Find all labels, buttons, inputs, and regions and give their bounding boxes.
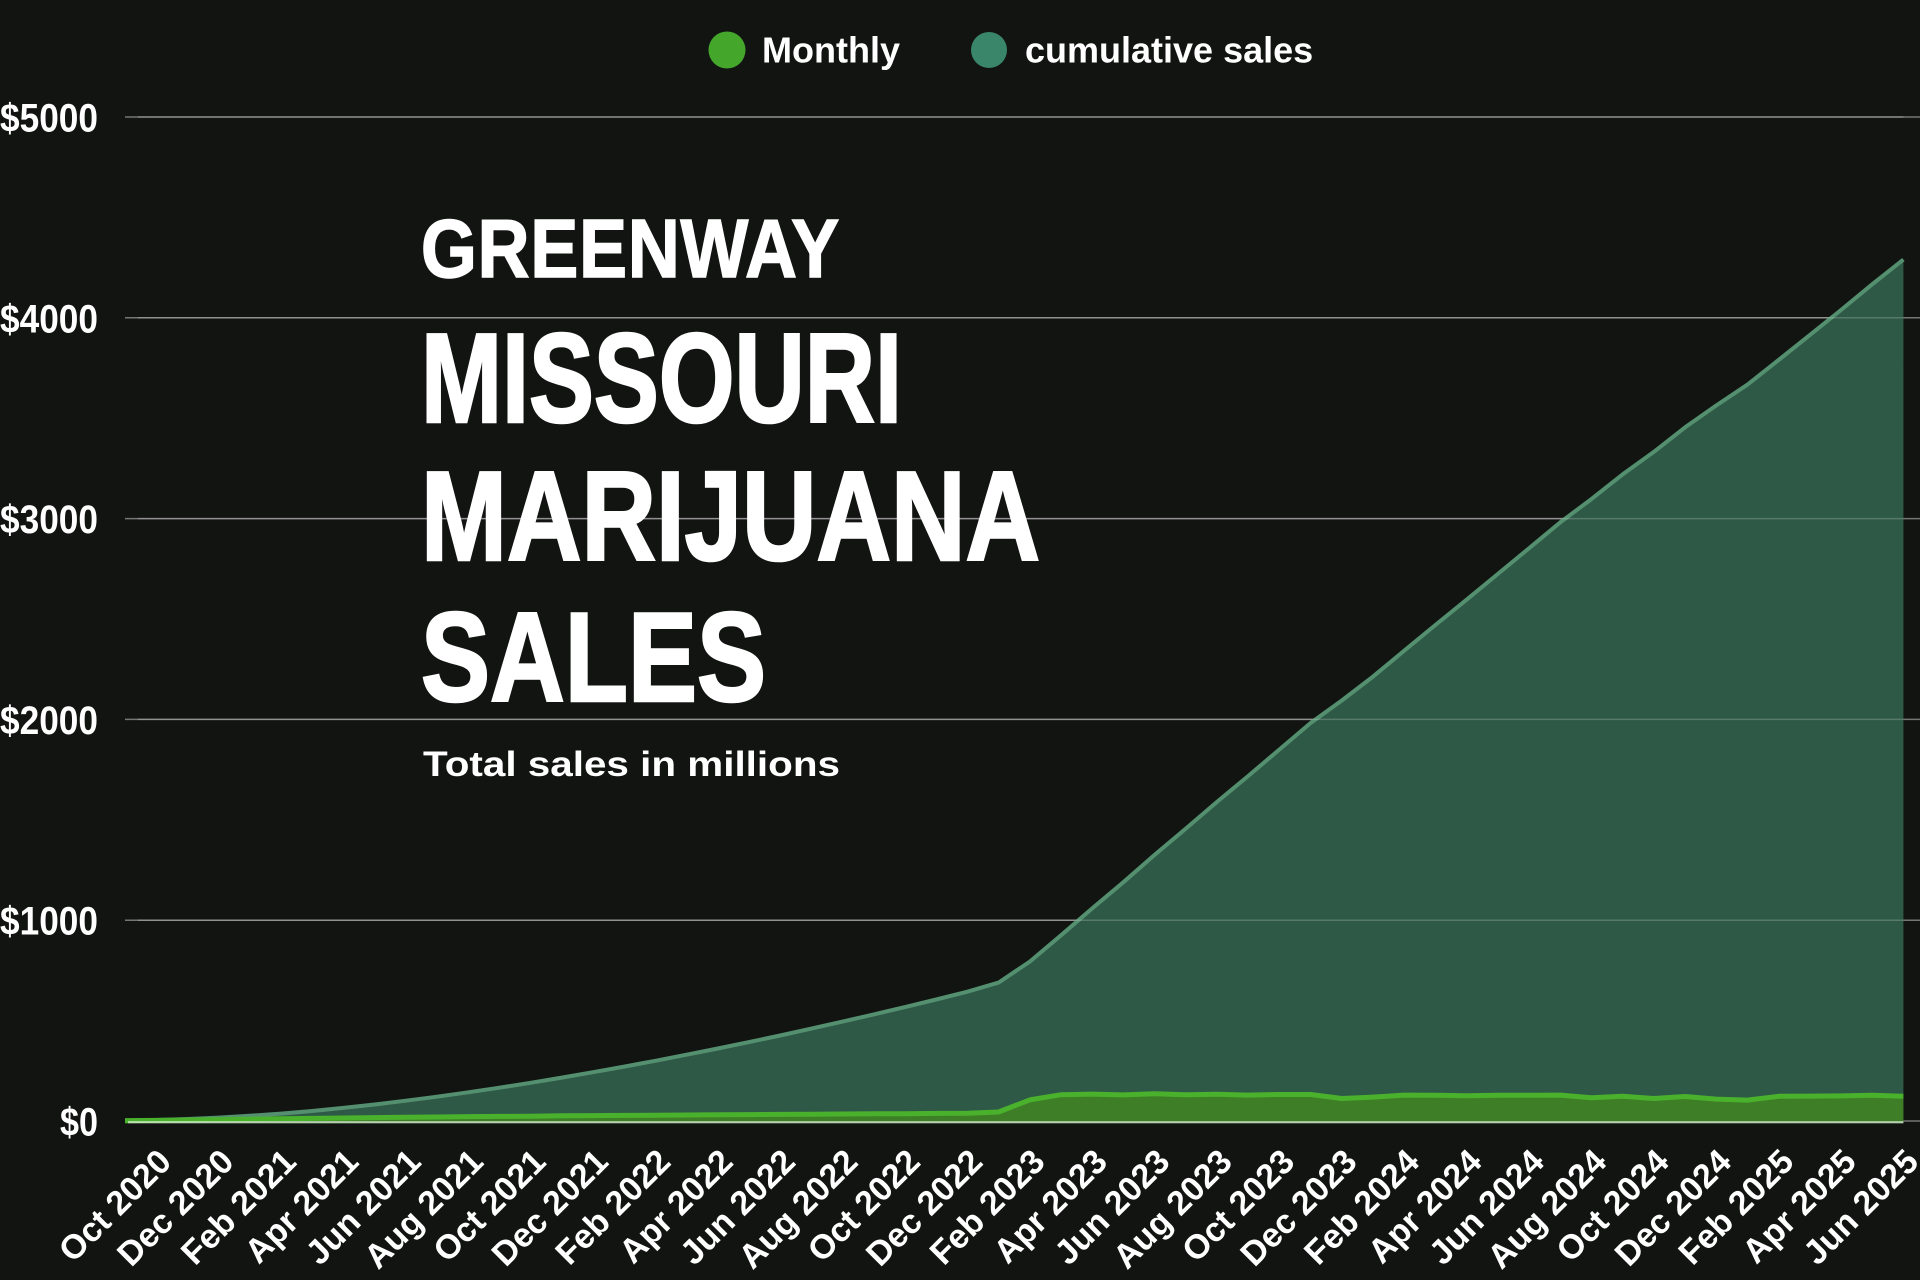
svg-text:$1000: $1000 [0, 900, 98, 944]
svg-text:Total sales in millions: Total sales in millions [423, 745, 840, 784]
svg-text:cumulative sales: cumulative sales [1025, 30, 1313, 71]
svg-text:$3000: $3000 [0, 498, 98, 542]
svg-text:$4000: $4000 [0, 297, 98, 341]
svg-text:Monthly: Monthly [762, 30, 900, 71]
svg-text:GREENWAY: GREENWAY [421, 202, 840, 295]
svg-text:$2000: $2000 [0, 699, 98, 743]
svg-text:$5000: $5000 [0, 97, 98, 141]
svg-text:MARIJUANA: MARIJUANA [421, 445, 1040, 587]
svg-text:$0: $0 [60, 1101, 98, 1145]
svg-text:MISSOURI: MISSOURI [421, 307, 902, 449]
svg-text:SALES: SALES [421, 586, 766, 728]
